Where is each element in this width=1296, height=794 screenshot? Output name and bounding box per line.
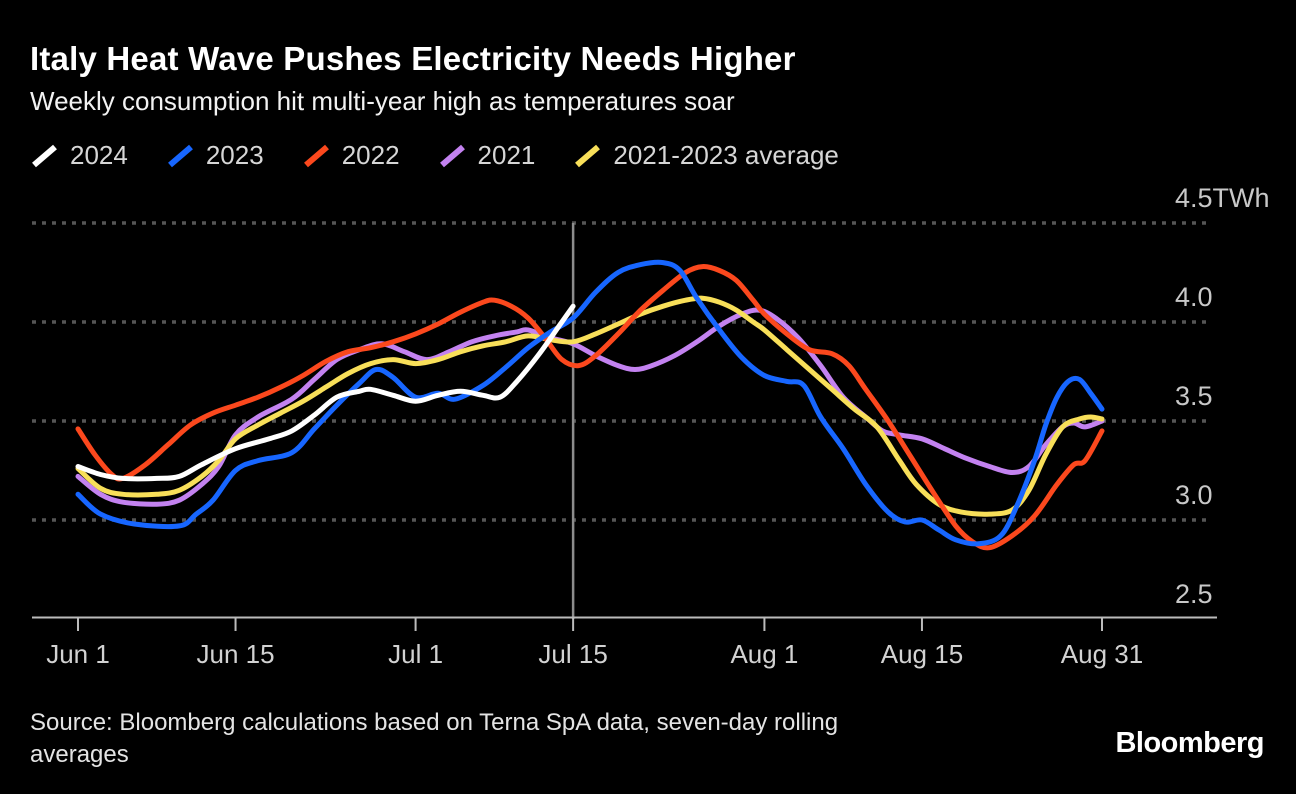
x-tick-label: Jul 15 [538,639,607,669]
legend-swatch-icon [167,144,193,167]
source-line-2: averages [30,740,129,768]
series-line-2021 [75,307,1105,507]
series-line-2024 [75,303,576,482]
legend-item-2023: 2023 [166,140,264,171]
legend-label: 2021-2023 average [613,140,839,170]
legend-item-2021: 2021 [438,140,536,171]
y-tick-label: 3.0 [1175,480,1213,510]
page-title: Italy Heat Wave Pushes Electricity Needs… [30,40,796,77]
legend-label: 2023 [205,140,264,170]
legend-item-2022: 2022 [302,140,400,171]
chart-subtitle: Weekly consumption hit multi-year high a… [30,86,735,116]
series-line-2023 [75,259,1105,547]
y-tick-label: 3.5 [1175,381,1213,411]
y-tick-label: 2.5 [1175,579,1213,609]
x-tick-label: Aug 15 [881,639,963,669]
x-tick-label: Aug 1 [730,639,798,669]
series-line-2022 [75,264,1105,551]
chart-legend: 2024 2023 2022 2021 2021-2023 average [30,140,839,171]
legend-swatch-icon [575,144,601,167]
x-tick-label: Jun 1 [46,639,110,669]
source-note: Source: Bloomberg calculations based on … [30,707,838,771]
legend-label: 2024 [70,140,128,170]
legend-swatch-icon [303,144,329,167]
y-tick-label: 4.0 [1175,282,1213,312]
legend-label: 2021 [477,140,536,170]
legend-swatch-icon [32,144,57,167]
x-tick-label: Aug 31 [1061,639,1143,669]
legend-swatch-icon [439,144,465,167]
x-tick-label: Jul 1 [388,639,443,669]
y-tick-label: 4.5TWh [1175,183,1270,213]
legend-item-2021-2023-average: 2021-2023 average [573,140,839,171]
bloomberg-logo: Bloomberg [1115,727,1264,759]
source-line-1: Source: Bloomberg calculations based on … [30,709,839,736]
legend-label: 2022 [341,140,400,170]
x-tick-label: Jun 15 [196,639,274,669]
legend-item-2024: 2024 [30,140,128,171]
